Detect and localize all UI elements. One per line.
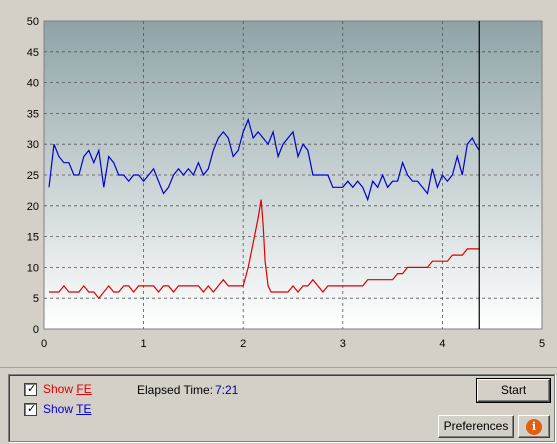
control-group bbox=[8, 374, 555, 442]
checkmark-icon: ✓ bbox=[27, 381, 37, 395]
y-tick-label: 45 bbox=[27, 47, 39, 59]
x-tick-label: 5 bbox=[539, 338, 545, 350]
show-fe-label: Show FE bbox=[43, 382, 92, 396]
start-button[interactable]: Start bbox=[476, 378, 551, 403]
elapsed-time-value: 7:21 bbox=[215, 383, 239, 397]
y-tick-label: 40 bbox=[27, 78, 39, 90]
checkmark-icon: ✓ bbox=[27, 401, 37, 415]
show-fe-checkbox[interactable]: ✓ bbox=[24, 381, 37, 396]
y-tick-label: 25 bbox=[27, 170, 39, 182]
x-tick-label: 2 bbox=[240, 338, 246, 350]
x-tick-label: 4 bbox=[439, 338, 445, 350]
info-icon: i bbox=[526, 418, 542, 435]
show-fe-checkbox-row[interactable]: ✓ Show FE bbox=[24, 381, 92, 397]
y-tick-label: 30 bbox=[27, 139, 39, 151]
chart-panel: 0 5 10 15 20 25 30 35 40 45 50 0 1 2 3 4 5 bbox=[26, 16, 546, 350]
fe-series-line bbox=[49, 199, 480, 300]
y-tick-label: 20 bbox=[27, 201, 39, 213]
y-tick-label: 10 bbox=[27, 262, 39, 274]
show-te-label: Show TE bbox=[43, 402, 92, 416]
y-tick-label: 15 bbox=[27, 232, 39, 244]
y-tick-label: 0 bbox=[33, 324, 39, 336]
x-tick-label: 0 bbox=[41, 338, 47, 350]
elapsed-time-label: Elapsed Time: bbox=[137, 383, 214, 397]
preferences-button[interactable]: Preferences bbox=[438, 415, 514, 438]
y-tick-label: 35 bbox=[27, 108, 39, 120]
show-te-checkbox[interactable]: ✓ bbox=[24, 401, 37, 416]
x-tick-label: 1 bbox=[141, 338, 147, 350]
x-tick-label: 3 bbox=[340, 338, 346, 350]
show-te-checkbox-row[interactable]: ✓ Show TE bbox=[24, 401, 91, 417]
te-series-line bbox=[48, 117, 480, 202]
y-tick-label: 5 bbox=[33, 293, 39, 305]
y-tick-label: 50 bbox=[27, 16, 39, 28]
info-button[interactable]: i bbox=[518, 415, 550, 438]
